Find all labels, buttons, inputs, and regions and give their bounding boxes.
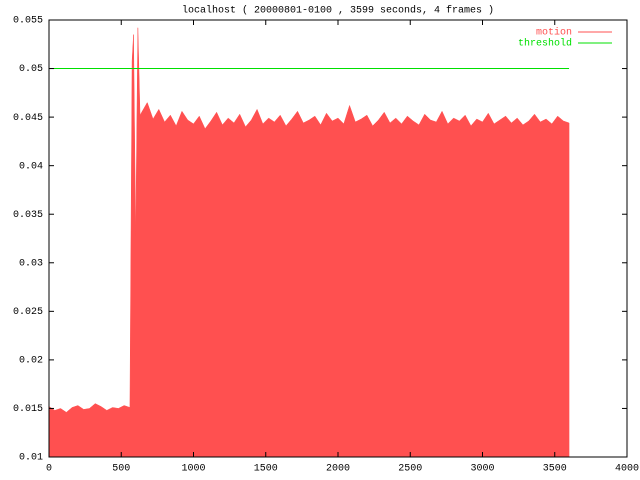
- x-tick-label: 2500: [398, 464, 422, 475]
- chart-title: localhost ( 20000801-0100 , 3599 seconds…: [182, 5, 494, 17]
- legend-label: threshold: [518, 38, 572, 50]
- y-tick-label: 0.02: [19, 356, 43, 367]
- x-tick-label: 2000: [326, 464, 350, 475]
- x-tick-label: 1000: [181, 464, 205, 475]
- x-tick-label: 3000: [470, 464, 494, 475]
- x-tick-label: 1500: [254, 464, 278, 475]
- legend-label: motion: [536, 27, 572, 39]
- x-tick-label: 4000: [615, 464, 639, 475]
- x-tick-label: 500: [112, 464, 130, 475]
- y-tick-label: 0.04: [19, 161, 43, 172]
- x-tick-label: 3500: [543, 464, 567, 475]
- y-tick-label: 0.025: [13, 307, 43, 318]
- y-tick-label: 0.015: [13, 404, 43, 415]
- motion-area: [48, 27, 570, 458]
- x-tick-label: 0: [46, 464, 52, 475]
- y-tick-label: 0.055: [13, 16, 43, 27]
- y-tick-label: 0.01: [19, 453, 43, 464]
- y-tick-label: 0.035: [13, 210, 43, 221]
- y-tick-label: 0.03: [19, 258, 43, 269]
- y-tick-label: 0.05: [19, 64, 43, 75]
- y-tick-label: 0.045: [13, 113, 43, 124]
